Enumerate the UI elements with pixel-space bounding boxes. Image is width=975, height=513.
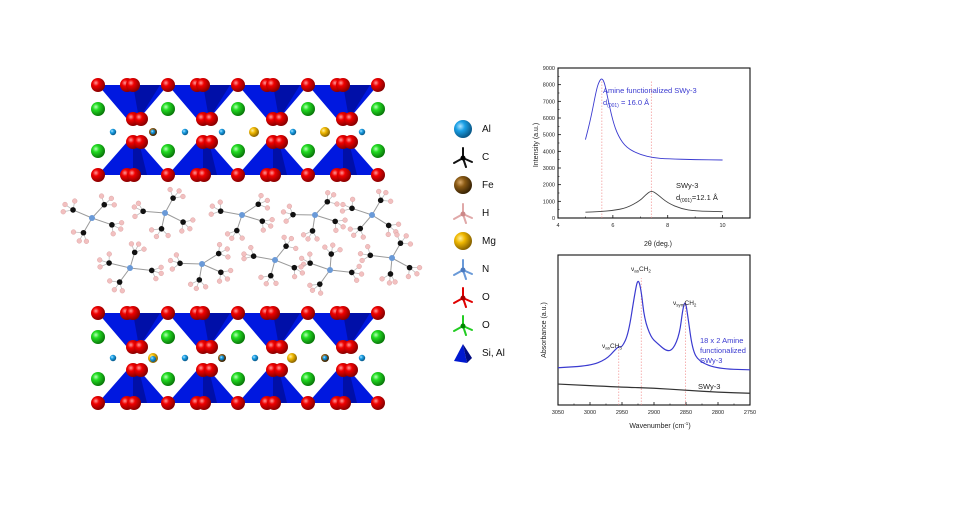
peak-label-vas-ch2: νasCH2 <box>631 266 651 274</box>
ftir-series1-label-line1: 18 x 2 Amine <box>700 336 743 345</box>
legend-item-n: N <box>452 257 489 281</box>
legend-item-o-green: O <box>452 313 490 337</box>
atom-legend: Al C Fe H Mg N O O Si, Al <box>452 117 532 363</box>
xrd-y-tick-label: 0 <box>552 216 555 222</box>
ftir-y-axis-label: Absorbance (a.u.) <box>541 302 548 358</box>
xrd-y-tick-label: 9000 <box>543 66 555 72</box>
intercalated-amines <box>60 186 423 296</box>
xrd-y-tick-label: 6000 <box>543 116 555 122</box>
clay-layer <box>91 78 385 182</box>
legend-item-c: C <box>452 145 489 169</box>
legend-item-al: Al <box>452 117 491 141</box>
ftir-x-tick-label: 3000 <box>584 410 596 416</box>
o-red-stick-icon <box>453 287 473 308</box>
legend-item-h: H <box>452 201 489 225</box>
legend-item-mg: Mg <box>452 229 496 253</box>
clay-layer <box>91 306 385 410</box>
ftir-series1-label-line2: functionalized <box>700 346 746 355</box>
ftir-x-tick-label: 3050 <box>552 410 564 416</box>
mg-sphere-icon <box>454 232 472 250</box>
xrd-y-tick-label: 7000 <box>543 99 555 105</box>
o-green-stick-icon <box>453 315 473 336</box>
ftir-x-tick-label: 2750 <box>744 410 756 416</box>
xrd-series-line <box>584 78 723 161</box>
ftir-plot: 3050 3000 2950 2900 2850 2800 2750 Absorbance … <box>541 254 756 430</box>
ftir-x-tick-label: 2950 <box>616 410 628 416</box>
xrd-x-tick-label: 8 <box>666 223 669 229</box>
legend-item-o-red: O <box>452 285 490 309</box>
xrd-y-tick-label: 2000 <box>543 183 555 189</box>
ftir-x-tick-label: 2800 <box>712 410 724 416</box>
ftir-chart: 3050 3000 2950 2900 2850 2800 2750 Absorbance … <box>520 250 765 440</box>
ftir-x-tick-label: 2900 <box>648 410 660 416</box>
xrd-series1-d-spacing: d(001) = 16.0 Å <box>603 98 649 109</box>
xrd-chart: 0 1000 2000 3000 4000 5000 6000 7000 8000 9000 4 6 8… <box>520 60 765 255</box>
xrd-series1-label: Amine functionalized SWy-3 <box>603 86 697 95</box>
xrd-series2-d-spacing: d(001)=12.1 Å <box>676 193 718 204</box>
n-stick-icon <box>453 259 473 280</box>
ftir-series1-label-line3: SWy-3 <box>700 356 722 365</box>
clay-structure-illustration <box>60 78 423 410</box>
xrd-x-tick-label: 10 <box>720 223 726 229</box>
legend-item-fe: Fe <box>452 173 494 197</box>
xrd-y-tick-label: 4000 <box>543 149 555 155</box>
ftir-x-tick-label: 2850 <box>680 410 692 416</box>
legend-item-si-al: Si, Al <box>452 341 505 365</box>
xrd-y-axis-label: Intensity (a.u.) <box>533 123 540 167</box>
h-stick-icon <box>453 203 473 224</box>
ftir-series-line <box>557 383 751 394</box>
ftir-x-axis-label: Wavenumber (cm-1) <box>629 421 690 430</box>
xrd-x-tick-label: 4 <box>556 223 559 229</box>
tetrahedron-icon <box>454 344 472 363</box>
ftir-plot-frame <box>557 254 751 406</box>
xrd-x-axis-label: 2θ (deg.) <box>644 241 672 248</box>
xrd-y-tick-label: 5000 <box>543 133 555 139</box>
xrd-y-tick-label: 1000 <box>543 199 555 205</box>
peak-label-vas-ch3: νasCH3 <box>602 343 622 351</box>
xrd-y-tick-label: 8000 <box>543 83 555 89</box>
ftir-series-line <box>557 280 751 371</box>
c-stick-icon <box>453 147 473 168</box>
fe-sphere-icon <box>454 176 472 194</box>
crystal-structure <box>50 60 450 430</box>
xrd-series-line <box>585 190 723 213</box>
xrd-series2-label: SWy-3 <box>676 181 698 190</box>
xrd-y-tick-label: 3000 <box>543 166 555 172</box>
peak-label-vsym-ch2: νsymCH2 <box>673 300 697 308</box>
xrd-plot: 0 1000 2000 3000 4000 5000 6000 7000 8000 9000 4 6 8… <box>533 66 751 248</box>
al-sphere-icon <box>454 120 472 138</box>
xrd-x-tick-label: 6 <box>611 223 614 229</box>
ftir-series2-label: SWy-3 <box>698 382 720 391</box>
